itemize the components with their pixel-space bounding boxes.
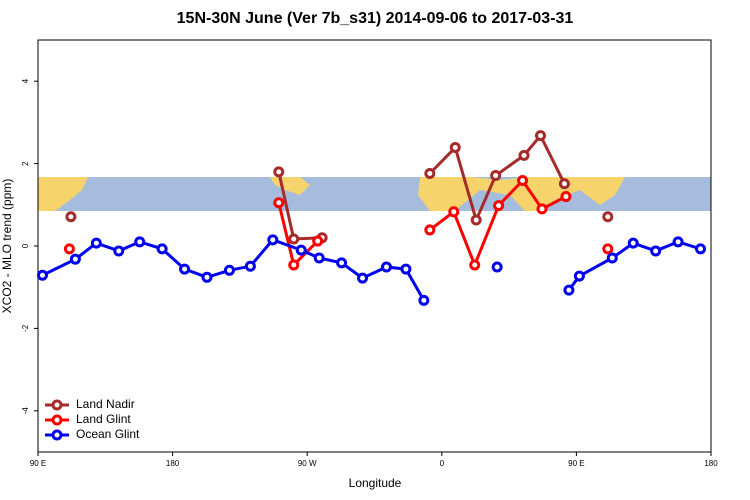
x-tick-label: 90 E: [568, 459, 584, 468]
x-tick-label: 0: [440, 459, 445, 468]
legend-marker: [51, 399, 63, 411]
point: [295, 244, 307, 256]
point: [535, 130, 547, 142]
x-tick-label: 180: [166, 459, 180, 468]
x-axis-label: Longitude: [349, 476, 402, 490]
point: [470, 214, 482, 226]
point: [223, 264, 235, 276]
y-tick-label: -2: [21, 324, 30, 332]
point: [424, 167, 436, 179]
point: [448, 206, 460, 218]
point: [491, 261, 503, 273]
point: [490, 170, 502, 182]
point: [469, 259, 481, 271]
x-tick-label: 90 E: [30, 459, 46, 468]
legend-marker: [51, 429, 63, 441]
point: [36, 269, 48, 281]
point: [573, 270, 585, 282]
point: [602, 243, 614, 255]
point: [312, 235, 324, 247]
point: [558, 178, 570, 190]
point: [179, 263, 191, 275]
y-axis-label: XCO2 - MLO trend (ppm): [0, 179, 14, 314]
point: [273, 197, 285, 209]
point: [560, 191, 572, 203]
y-tick-label: 4: [21, 78, 30, 83]
point: [273, 166, 285, 178]
point: [400, 263, 412, 275]
point: [134, 236, 146, 248]
point: [518, 149, 530, 161]
point: [424, 224, 436, 236]
point: [672, 236, 684, 248]
point: [536, 203, 548, 215]
point: [63, 243, 75, 255]
point: [563, 284, 575, 296]
x-tick-label: 180: [704, 459, 718, 468]
point: [288, 259, 300, 271]
point: [156, 243, 168, 255]
point: [65, 211, 77, 223]
legend-label: Land Glint: [76, 412, 131, 426]
legend-marker: [51, 414, 63, 426]
x-tick-label: 90 W: [298, 459, 317, 468]
point: [606, 252, 618, 264]
point: [517, 174, 529, 186]
legend-label: Land Nadir: [76, 397, 135, 411]
point: [380, 261, 392, 273]
point: [357, 272, 369, 284]
point: [418, 294, 430, 306]
point: [244, 260, 256, 272]
point: [695, 243, 707, 255]
series-line: [41, 238, 701, 302]
y-tick-label: 2: [21, 161, 30, 166]
legend-label: Ocean Glint: [76, 427, 140, 441]
point: [627, 237, 639, 249]
point: [493, 200, 505, 212]
point: [313, 252, 325, 264]
chart-title: 15N-30N June (Ver 7b_s31) 2014-09-06 to …: [177, 10, 574, 27]
point: [90, 237, 102, 249]
y-tick-label: -4: [21, 407, 30, 415]
point: [288, 233, 300, 245]
y-tick-label: 0: [21, 243, 30, 248]
point: [69, 253, 81, 265]
point: [602, 211, 614, 223]
point: [336, 257, 348, 269]
point: [449, 142, 461, 154]
point: [201, 271, 213, 283]
point: [267, 234, 279, 246]
point: [113, 245, 125, 257]
point: [650, 245, 662, 257]
map-strip: [38, 177, 711, 211]
